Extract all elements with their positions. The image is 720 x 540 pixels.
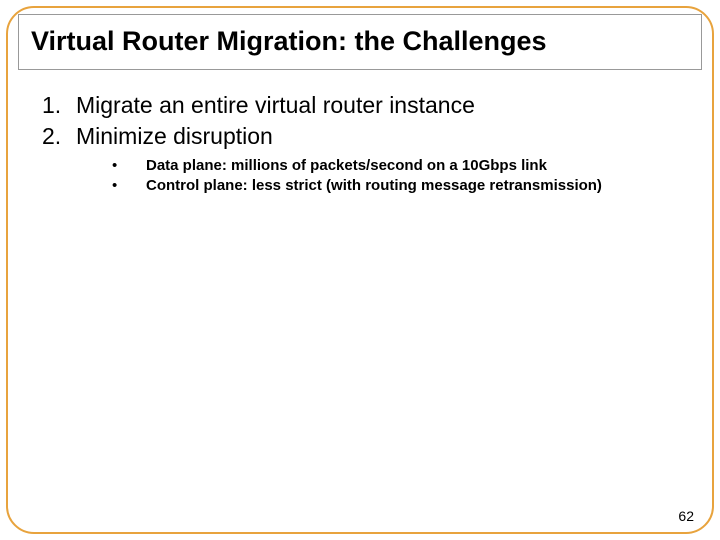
page-number: 62 [678,508,694,524]
slide-frame [6,6,714,534]
sub-list-item: Data plane: millions of packets/second o… [112,156,690,176]
title-box: Virtual Router Migration: the Challenges [18,14,702,70]
list-item: Migrate an entire virtual router instanc… [42,90,690,121]
sub-list-item: Control plane: less strict (with routing… [112,176,690,196]
slide-title: Virtual Router Migration: the Challenges [31,25,689,57]
list-item: Minimize disruption [42,121,690,152]
sub-list: Data plane: millions of packets/second o… [112,156,690,197]
content-area: Migrate an entire virtual router instanc… [42,90,690,197]
numbered-list: Migrate an entire virtual router instanc… [42,90,690,152]
